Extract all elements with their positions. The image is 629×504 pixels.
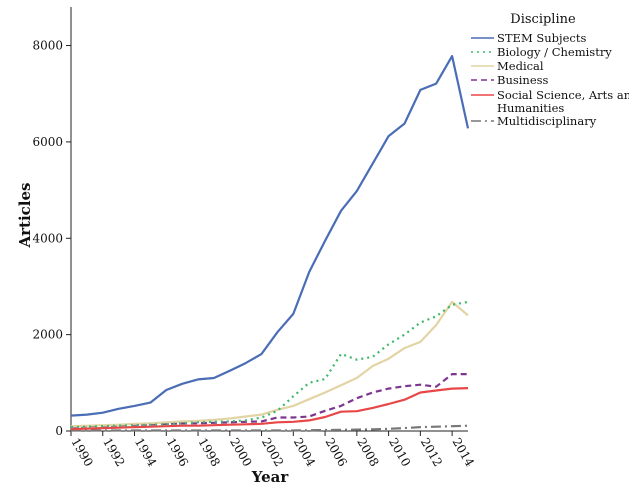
legend-label: Medical [497,59,544,73]
series-line-0 [70,54,470,417]
legend-label: Multidisciplinary [497,114,597,128]
y-tick-label: 4000 [32,231,63,245]
x-tick-label: 2012 [418,436,445,469]
series-lines [70,54,470,432]
y-tick-label: 2000 [32,328,63,342]
series-line-3 [70,373,468,428]
x-tick-label: 1996 [164,436,191,469]
x-tick-label: 1994 [132,436,160,470]
x-axis-title: Year [251,468,290,486]
legend-label: Biology / Chemistry [497,45,612,59]
x-tick-label: 2014 [450,436,478,470]
x-tick-label: 2002 [259,436,286,469]
legend-label: Social Science, Arts and Humanities [497,88,629,115]
axes [66,7,468,436]
x-tick-label: 2004 [291,436,319,470]
series-line-5 [71,424,469,432]
x-tick-label: 2000 [227,436,254,469]
x-tick-label: 2008 [354,436,381,469]
series-line-2 [70,300,469,428]
legend-label: Business [497,73,549,87]
x-tick-label: 1990 [68,436,95,469]
series-line-4 [70,387,469,431]
x-tick-label: 1992 [100,436,127,469]
x-tick-label: 1998 [195,436,222,469]
x-tick-label: 2006 [322,436,349,469]
y-tick-label: 8000 [32,39,63,53]
legend-label: STEM Subjects [497,31,586,45]
y-tick-label: 0 [55,424,63,438]
series-line-1 [70,300,469,429]
y-axis-title: Articles [16,183,34,249]
x-tick-label: 2010 [386,436,413,469]
y-tick-label: 6000 [32,135,63,149]
legend-title: Discipline [510,12,576,27]
